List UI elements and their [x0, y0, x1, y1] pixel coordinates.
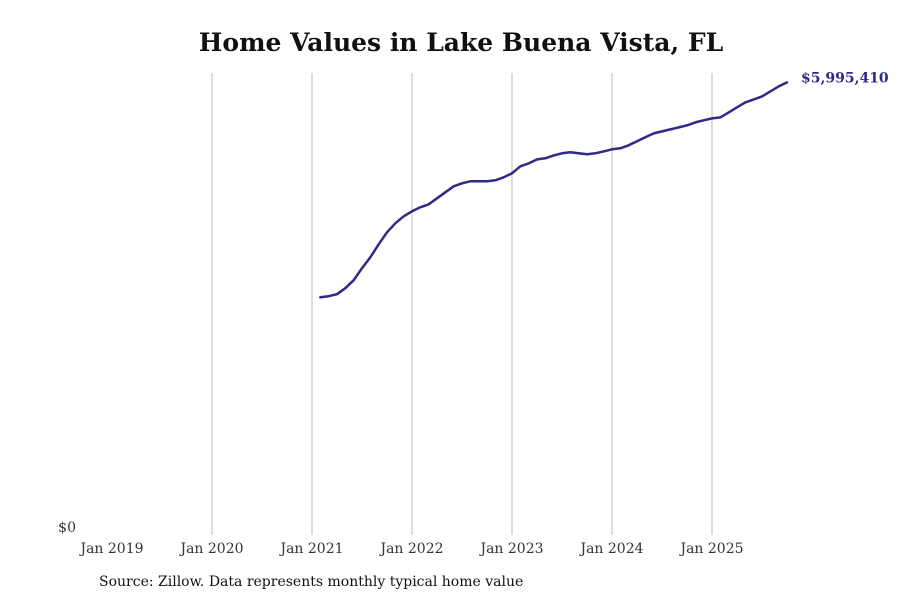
chart-title: Home Values in Lake Buena Vista, FL	[198, 28, 724, 57]
series-line	[319, 81, 789, 299]
x-tick-label: Jan 2019	[78, 541, 143, 557]
y-tick-label: $0	[58, 520, 76, 536]
source-note: Source: Zillow. Data represents monthly …	[99, 574, 524, 590]
x-tick-label: Jan 2021	[278, 541, 343, 557]
x-tick-label: Jan 2023	[478, 541, 543, 557]
x-tick-label: Jan 2024	[578, 541, 643, 557]
x-tick-label: Jan 2020	[178, 541, 243, 557]
x-tick-label: Jan 2025	[678, 541, 743, 557]
end-value-label: $5,995,410	[801, 70, 889, 86]
x-tick-label: Jan 2022	[378, 541, 443, 557]
